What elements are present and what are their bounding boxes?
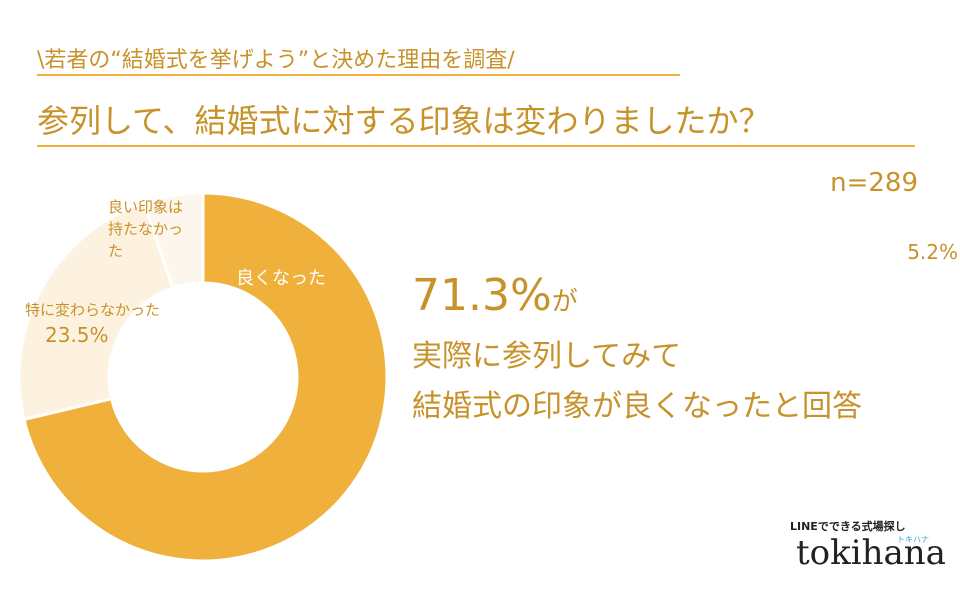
callout: 71.3%が: [412, 272, 578, 329]
callout-line: 実際に参列してみて: [412, 339, 682, 374]
logo-name: tokihana: [796, 533, 946, 573]
slice-label: 良くなった: [236, 268, 326, 289]
sample-size: n=289: [830, 168, 918, 198]
donut-slice: [142, 191, 205, 290]
donut-slice: [17, 200, 175, 422]
slice-label: 良い印象は持たなかった: [108, 198, 184, 260]
logo-tagline: LINEでできる式場探し: [790, 520, 906, 533]
rule: [37, 74, 680, 76]
callout-line: 結婚式の印象が良くなったと回答: [412, 389, 862, 424]
value-label: 5.2%: [907, 240, 958, 264]
value-label: 71.3%: [703, 297, 780, 325]
slice-label: 特に変わらなかった: [25, 301, 161, 319]
value-label: 23.5%: [45, 323, 109, 347]
subtitle: \若者の“結婚式を挙げよう”と決めた理由を調査/: [37, 48, 515, 73]
callout-suffix: が: [551, 287, 578, 317]
donut-chart: [17, 191, 389, 563]
donut-slice: [22, 191, 389, 563]
logo-kana: トキハナ: [897, 535, 929, 544]
callout-highlight: 71.3%: [412, 270, 552, 321]
title: 参列して、結婚式に対する印象は変わりましたか？: [37, 102, 771, 140]
callout-lines: 実際に参列してみて 結婚式の印象が良くなったと回答: [412, 332, 862, 432]
rule: [37, 145, 915, 147]
